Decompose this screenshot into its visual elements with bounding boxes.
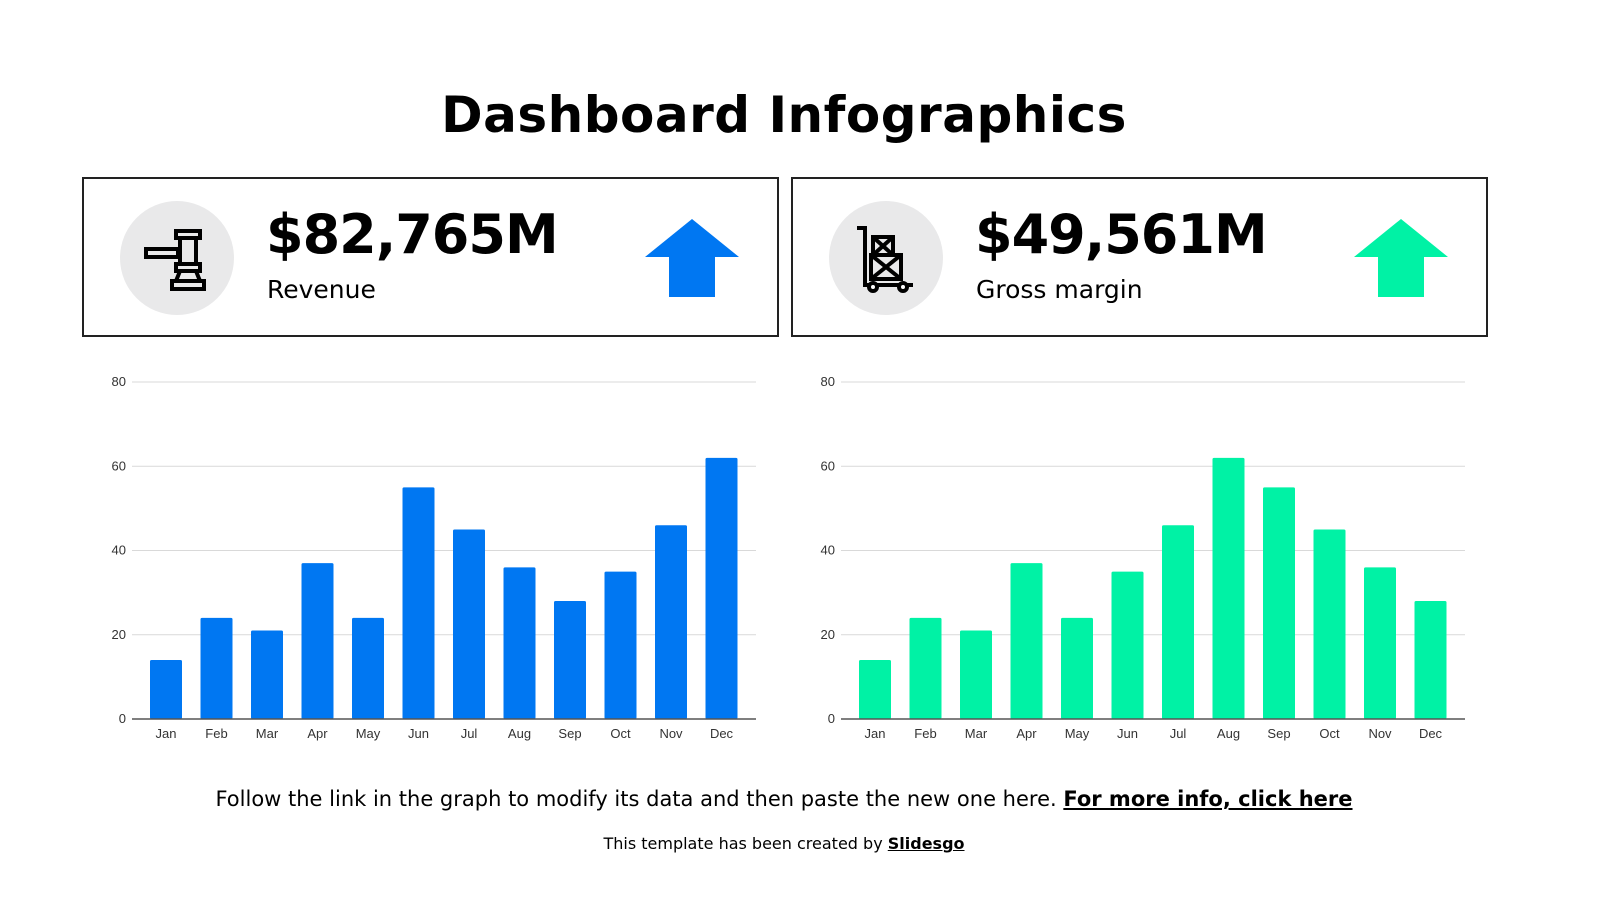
bar-jan [859,660,891,719]
y-tick-label: 0 [828,711,835,726]
bar-jun [402,487,435,719]
bar-apr [301,563,334,719]
bar-aug [503,567,536,719]
y-tick-label: 60 [821,458,835,473]
slidesgo-link[interactable]: Slidesgo [887,834,965,853]
x-tick-label: Mar [965,726,988,741]
bar-may [352,617,384,719]
x-tick-label: Sep [1267,726,1290,741]
icon-circle [829,201,943,315]
x-tick-label: May [356,726,381,741]
y-tick-label: 20 [112,627,126,642]
gross-margin-card: $49,561M Gross margin [791,177,1488,337]
footer-note-text: Follow the link in the graph to modify i… [215,787,1064,811]
y-tick-label: 0 [119,711,126,726]
bar-dec [705,457,738,719]
bar-sep [554,601,586,719]
x-tick-label: Nov [659,726,683,741]
bar-jan [150,660,182,719]
y-tick-label: 40 [821,543,835,558]
x-tick-label: Jan [865,726,886,741]
x-tick-label: Apr [307,726,328,741]
revenue-card: $82,765M Revenue [82,177,779,337]
x-tick-label: Oct [1319,726,1340,741]
bar-feb [909,617,942,719]
x-tick-label: Jun [408,726,429,741]
x-tick-label: Oct [610,726,631,741]
credit-line: This template has been created by Slides… [0,834,1568,853]
bar-feb [200,617,233,719]
y-tick-label: 80 [112,374,126,389]
x-tick-label: Dec [710,726,734,741]
gross-margin-value: $49,561M [975,203,1268,266]
bar-jul [1162,525,1194,719]
hand-truck-icon [857,226,913,293]
y-tick-label: 20 [821,627,835,642]
gross-margin-label: Gross margin [976,275,1143,304]
bar-oct [1313,529,1346,719]
bar-aug [1212,457,1245,719]
y-tick-label: 40 [112,543,126,558]
more-info-link[interactable]: For more info, click here [1063,787,1353,811]
x-tick-label: Feb [205,726,227,741]
y-tick-label: 60 [112,458,126,473]
x-tick-label: Nov [1368,726,1392,741]
revenue-value: $82,765M [266,203,559,266]
x-tick-label: Dec [1419,726,1443,741]
bar-dec [1414,601,1447,719]
bar-jun [1111,571,1144,719]
footer-note: Follow the link in the graph to modify i… [0,787,1568,811]
y-tick-label: 80 [821,374,835,389]
icon-circle [120,201,234,315]
arrow-up-icon [1354,219,1448,297]
x-tick-label: Aug [1217,726,1240,741]
bar-nov [655,525,687,719]
bar-oct [604,571,637,719]
page-title: Dashboard Infographics [441,86,1127,144]
revenue-bar-chart: 0 20 40 60 80 Jan Feb Mar Apr May Jun Jul Aug Sep Oct N… [112,374,756,741]
bar-mar [960,630,992,719]
revenue-label: Revenue [267,275,376,304]
bar-sep [1263,487,1295,719]
x-tick-label: Mar [256,726,279,741]
bar-mar [251,630,283,719]
gavel-icon [144,229,206,291]
bar-jul [453,529,485,719]
x-tick-label: May [1065,726,1090,741]
x-tick-label: Jul [461,726,478,741]
bar-apr [1010,563,1043,719]
credit-text: This template has been created by [603,834,888,853]
x-tick-label: Apr [1016,726,1037,741]
bar-may [1061,617,1093,719]
arrow-up-icon [645,219,739,297]
x-tick-label: Feb [914,726,936,741]
x-tick-label: Aug [508,726,531,741]
x-tick-label: Sep [558,726,581,741]
bar-nov [1364,567,1396,719]
x-tick-label: Jun [1117,726,1138,741]
x-tick-label: Jul [1170,726,1187,741]
x-tick-label: Jan [156,726,177,741]
gross-margin-bar-chart: 0 20 40 60 80 Jan Feb Mar Apr May Jun Jul Aug Sep Oct N… [821,374,1465,741]
